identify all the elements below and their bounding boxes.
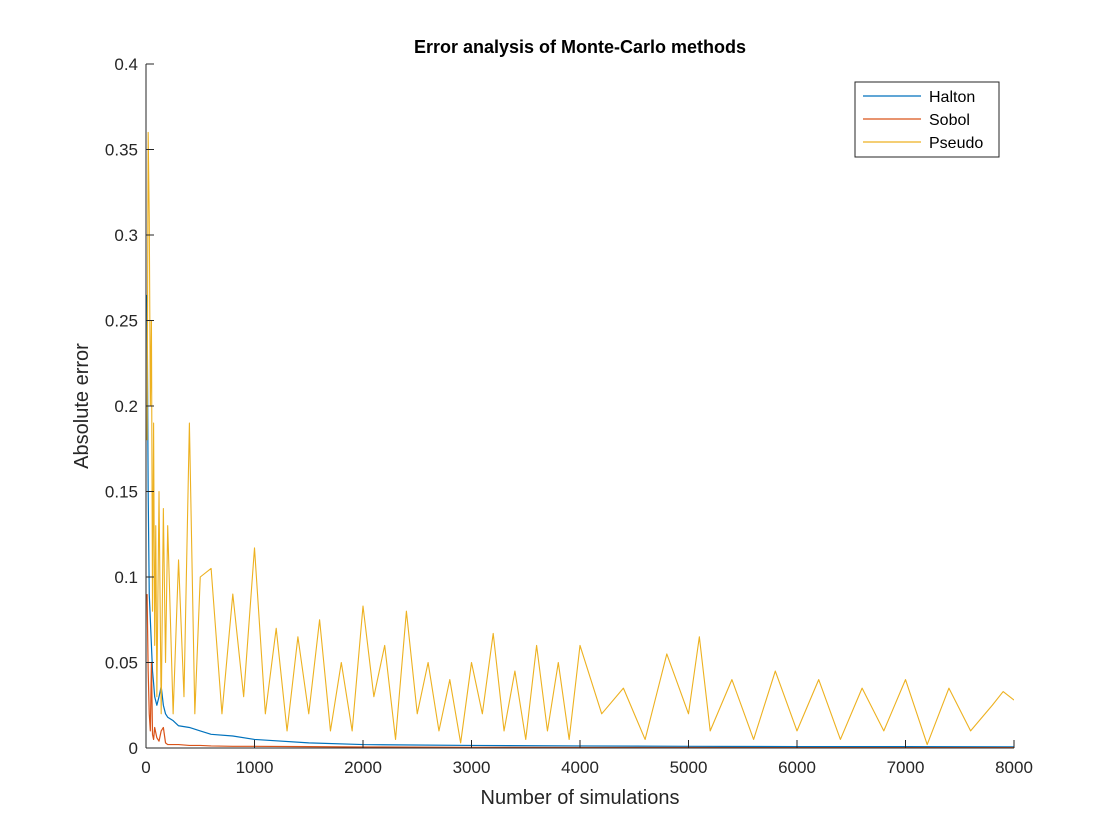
x-tick-label: 2000 (344, 758, 382, 777)
legend-label-pseudo: Pseudo (929, 135, 983, 152)
y-tick-label: 0.05 (105, 654, 138, 673)
plot-background (146, 64, 1014, 748)
chart-title: Error analysis of Monte-Carlo methods (414, 37, 746, 57)
x-tick-label: 3000 (453, 758, 491, 777)
y-tick-label: 0.2 (114, 397, 138, 416)
y-tick-label: 0.3 (114, 226, 138, 245)
y-tick-label: 0.15 (105, 483, 138, 502)
y-tick-label: 0.4 (114, 55, 138, 74)
legend-label-halton: Halton (929, 89, 975, 106)
series-line-pseudo (146, 131, 1014, 746)
y-tick-label: 0 (129, 739, 138, 758)
y-tick-label: 0.35 (105, 141, 138, 160)
ticks-layer: 0 1000 2000 3000 4000 5000 6000 7000 8000 0 0.05 0.… (105, 55, 1033, 777)
x-axis-label: Number of simulations (481, 787, 680, 809)
plot-area (146, 64, 1014, 748)
y-axis-label: Absolute error (71, 343, 93, 469)
x-tick-label: 7000 (887, 758, 925, 777)
x-tick-label: 6000 (778, 758, 816, 777)
y-tick-label: 0.1 (114, 568, 138, 587)
y-tick-label: 0.25 (105, 312, 138, 331)
x-tick-label: 1000 (236, 758, 274, 777)
x-tick-label: 5000 (670, 758, 708, 777)
legend: Halton Sobol Pseudo (854, 81, 1000, 158)
x-tick-label: 0 (141, 758, 150, 777)
x-tick-label: 8000 (995, 758, 1033, 777)
x-tick-label: 4000 (561, 758, 599, 777)
series-line-sobol (146, 594, 1014, 748)
legend-label-sobol: Sobol (929, 112, 970, 129)
